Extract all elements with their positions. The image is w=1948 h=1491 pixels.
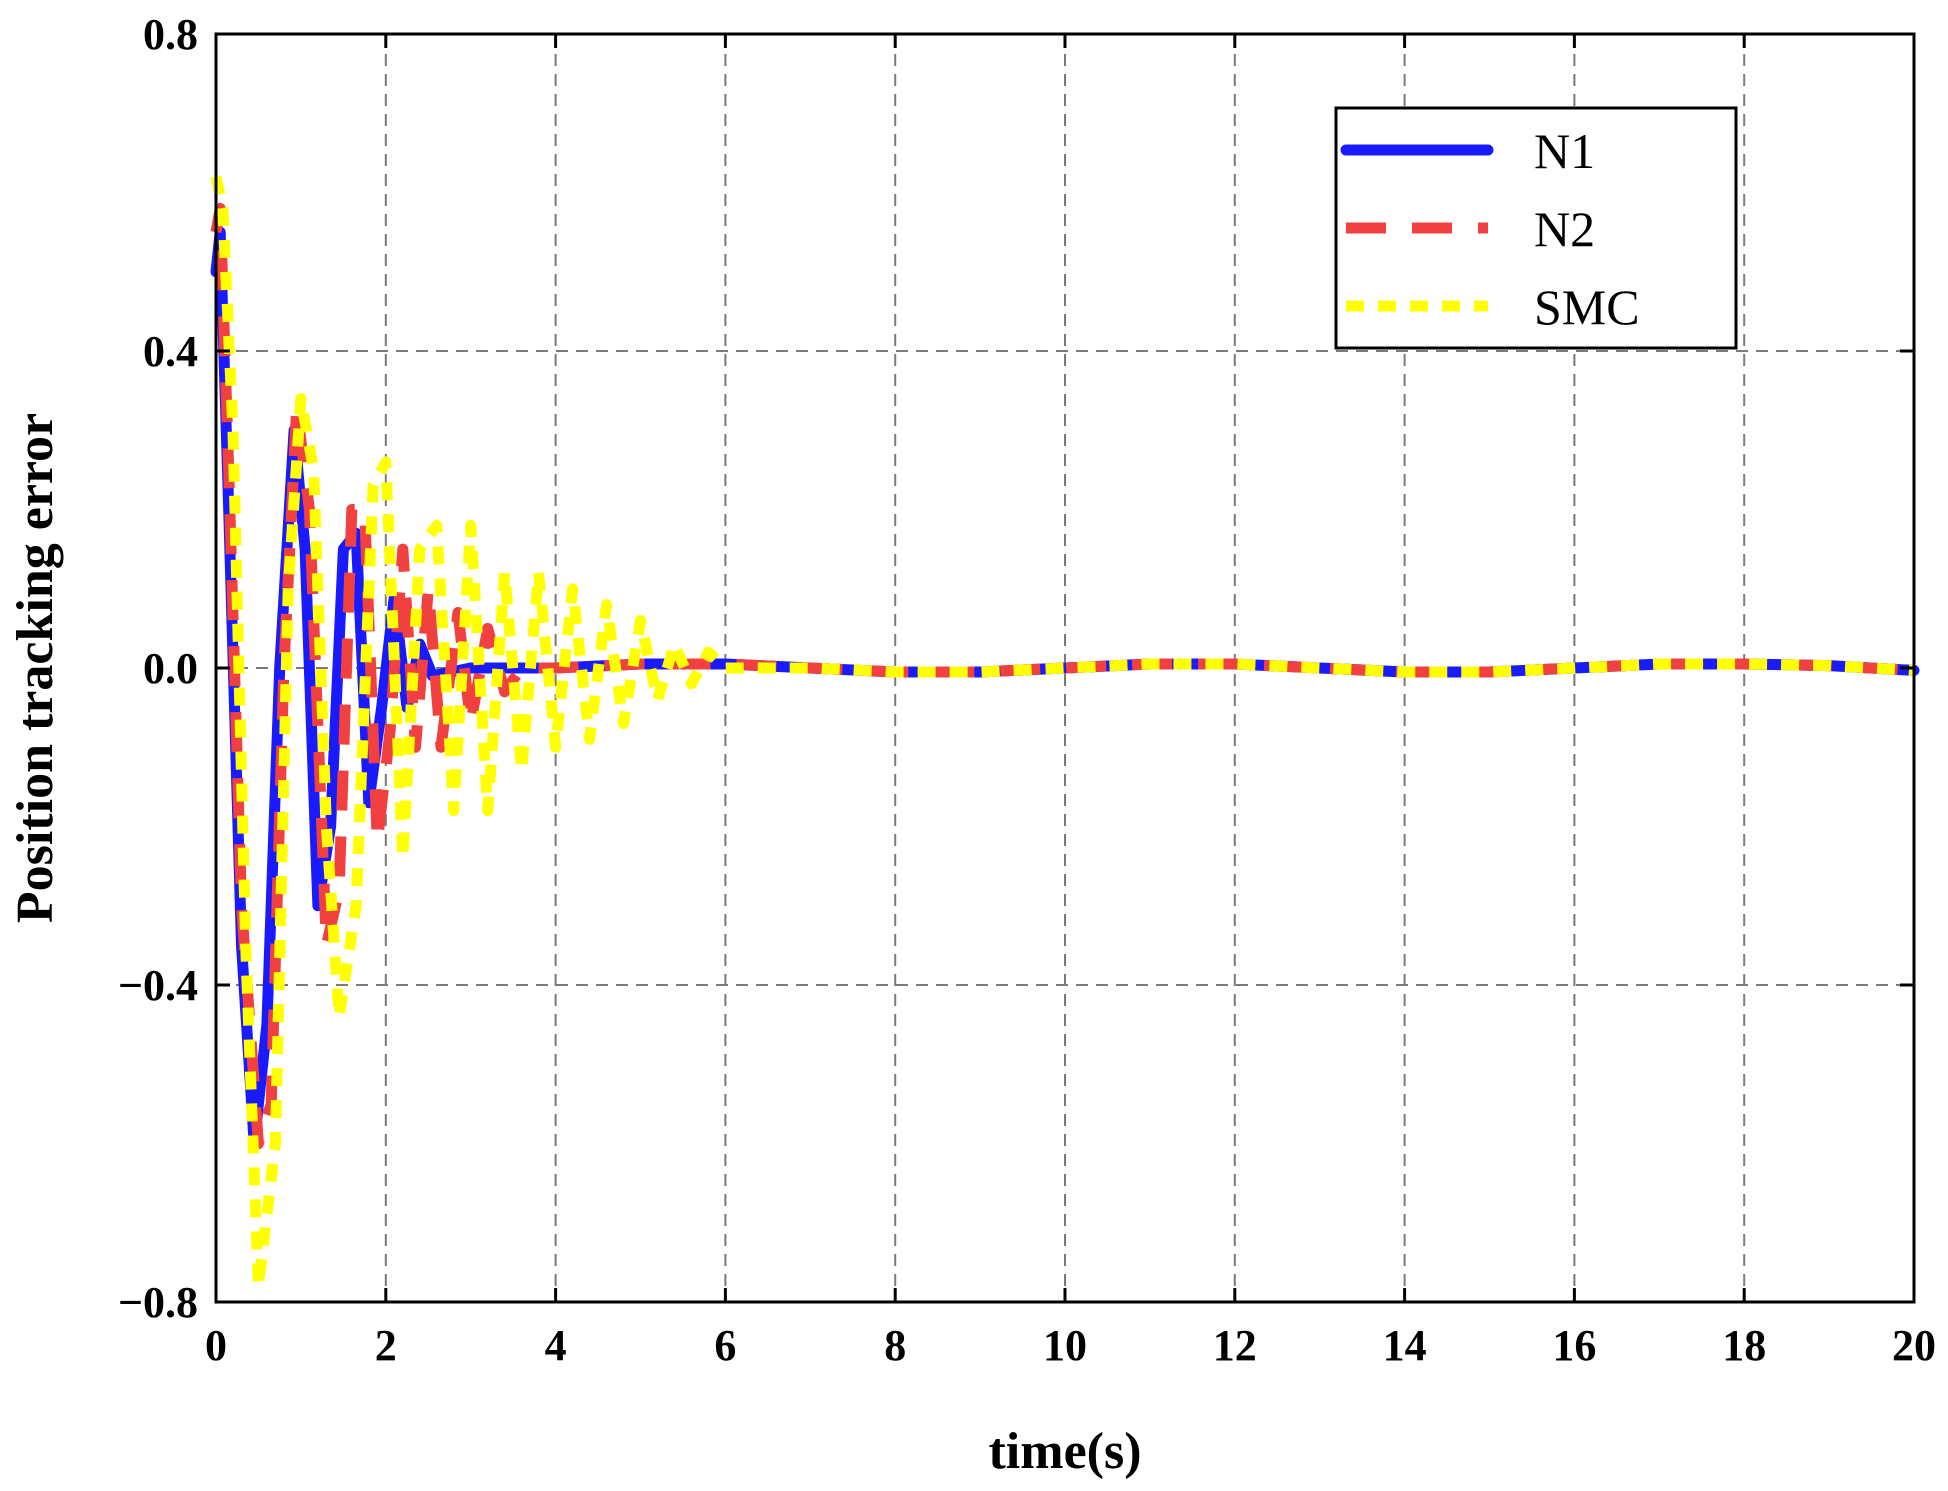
y-tick-label: 0.4 bbox=[143, 327, 198, 376]
x-tick-label: 16 bbox=[1552, 1321, 1596, 1370]
ticks bbox=[214, 32, 1916, 1304]
x-axis-title: time(s) bbox=[988, 1423, 1141, 1480]
x-tick-label: 6 bbox=[714, 1321, 736, 1370]
legend-label-n2: N2 bbox=[1534, 201, 1595, 257]
x-tick-label: 18 bbox=[1722, 1321, 1766, 1370]
x-tick-label: 10 bbox=[1043, 1321, 1087, 1370]
x-tick-label: 0 bbox=[205, 1321, 227, 1370]
x-tick-label: 20 bbox=[1892, 1321, 1936, 1370]
legend: N1 N2 SMC bbox=[1334, 106, 1738, 350]
x-tick-label: 2 bbox=[375, 1321, 397, 1370]
tick-labels: 0 2 4 6 8 10 12 14 16 18 20 −0.8 −0.4 0.0 0.4 0.8 bbox=[118, 10, 1936, 1370]
x-tick-label: 14 bbox=[1383, 1321, 1427, 1370]
legend-label-n1: N1 bbox=[1534, 123, 1595, 179]
series-layer bbox=[210, 175, 1920, 1292]
y-tick-label: −0.4 bbox=[118, 961, 198, 1010]
y-axis-title: Position tracking error bbox=[7, 413, 64, 923]
series-line-smc bbox=[210, 175, 1915, 1292]
y-tick-label: −0.8 bbox=[118, 1278, 198, 1327]
legend-label-smc: SMC bbox=[1534, 279, 1640, 335]
y-tick-label: 0.8 bbox=[143, 10, 198, 59]
x-tick-label: 4 bbox=[545, 1321, 567, 1370]
x-tick-label: 8 bbox=[884, 1321, 906, 1370]
y-tick-label: 0.0 bbox=[143, 644, 198, 693]
x-tick-label: 12 bbox=[1213, 1321, 1257, 1370]
